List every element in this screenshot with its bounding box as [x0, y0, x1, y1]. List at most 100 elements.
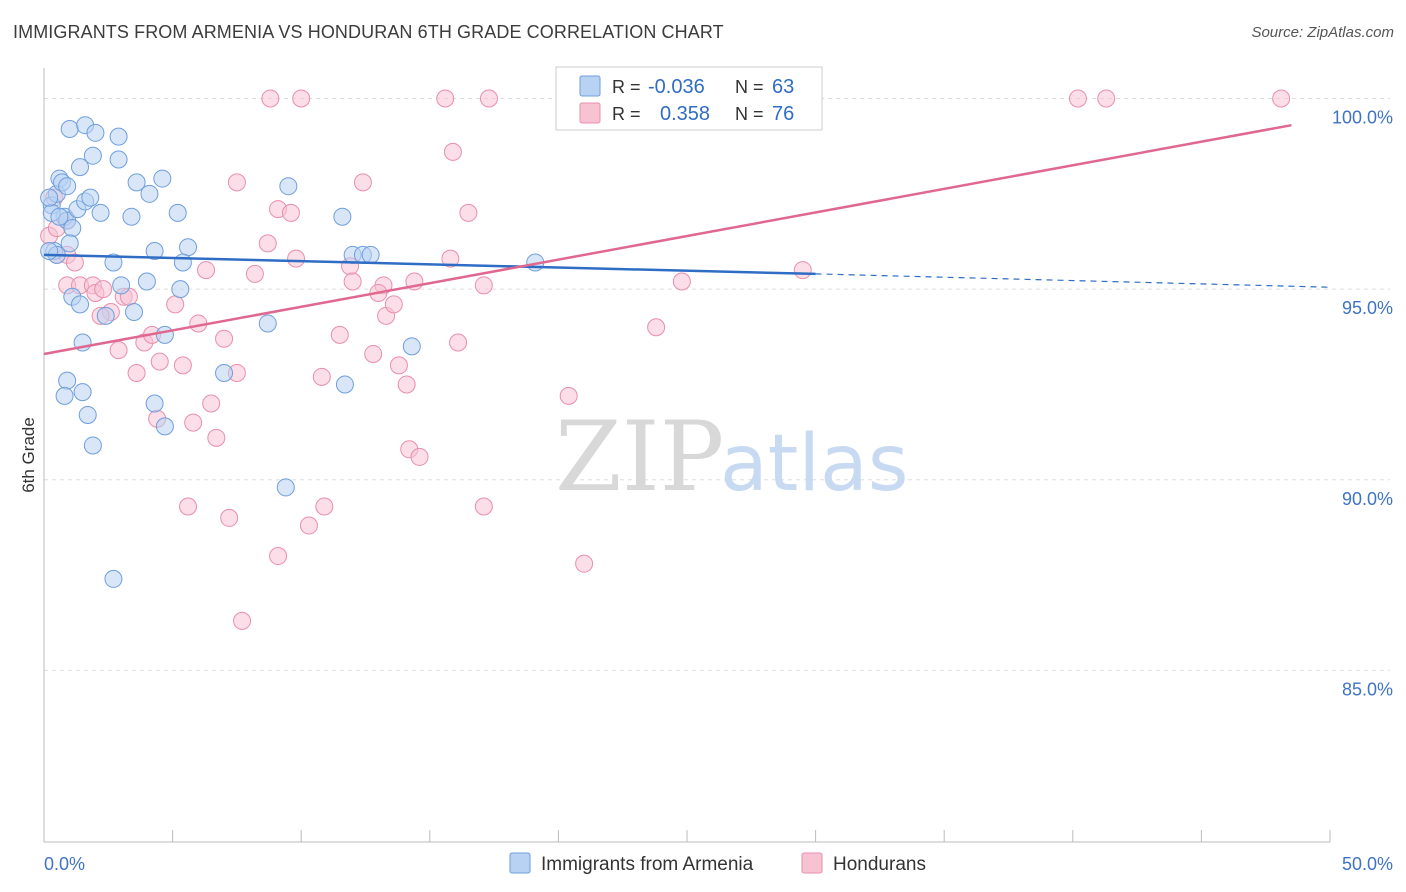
chart-source: Source: ZipAtlas.com [1251, 24, 1394, 41]
point-armenia [155, 417, 174, 436]
point-hondurans [353, 173, 372, 192]
x-tick-label-min: 0.0% [44, 854, 85, 874]
legend-n-value-armenia: 63 [772, 76, 794, 98]
point-armenia [279, 177, 298, 196]
point-hondurans [1097, 89, 1116, 108]
point-hondurans [647, 318, 666, 337]
point-hondurans [173, 356, 192, 375]
point-hondurans [179, 497, 198, 516]
point-armenia [40, 242, 59, 261]
point-hondurans [384, 295, 403, 314]
legend-swatch-hondurans [579, 102, 601, 124]
point-armenia [73, 383, 92, 402]
trend-line-armenia-extension [815, 273, 1331, 288]
chart-title: IMMIGRANTS FROM ARMENIA VS HONDURAN 6TH … [13, 22, 724, 42]
point-armenia [109, 150, 128, 169]
legend-r-label-hondurans: R = [612, 104, 641, 124]
legend-r-value-armenia: -0.036 [648, 76, 705, 98]
point-hondurans [65, 253, 84, 272]
y-tick-label: 90.0% [1342, 489, 1393, 509]
series-legend-swatch-armenia [509, 852, 531, 874]
point-hondurans [184, 413, 203, 432]
point-hondurans [312, 367, 331, 386]
point-hondurans [1068, 89, 1087, 108]
point-hondurans [474, 497, 493, 516]
point-hondurans [397, 375, 416, 394]
watermark-atlas: atlas [720, 419, 909, 509]
point-hondurans [202, 394, 221, 413]
point-armenia [402, 337, 421, 356]
point-hondurans [299, 516, 318, 535]
y-tick-labels: 85.0% 90.0% 95.0% 100.0% [1332, 108, 1393, 700]
point-hondurans [672, 272, 691, 291]
legend-n-value-hondurans: 76 [772, 103, 794, 125]
series-legend-label-armenia: Immigrants from Armenia [541, 854, 754, 875]
trend-line-hondurans [43, 123, 1292, 356]
point-armenia [96, 306, 115, 325]
point-hondurans [227, 173, 246, 192]
point-armenia [125, 303, 144, 322]
point-armenia [137, 272, 156, 291]
point-hondurans [197, 261, 216, 280]
point-armenia [258, 314, 277, 333]
legend-swatch-armenia [579, 75, 601, 97]
point-hondurans [443, 142, 462, 161]
point-armenia [55, 386, 74, 405]
point-armenia [40, 188, 59, 207]
point-hondurans [459, 203, 478, 222]
x-tick-marks [43, 830, 1331, 842]
y-tick-label: 100.0% [1332, 108, 1393, 128]
point-hondurans [94, 280, 113, 299]
point-armenia [112, 276, 131, 295]
point-armenia [104, 253, 123, 272]
point-hondurans [575, 554, 594, 573]
point-hondurans [261, 89, 280, 108]
watermark: ZIP atlas [555, 401, 909, 513]
point-hondurans [410, 447, 429, 466]
point-hondurans [330, 325, 349, 344]
point-hondurans [389, 356, 408, 375]
point-armenia [171, 280, 190, 299]
point-hondurans [364, 344, 383, 363]
series-legend-swatch-hondurans [801, 852, 823, 874]
point-armenia [333, 207, 352, 226]
point-armenia [140, 184, 159, 203]
legend-n-label-hondurans: N = [735, 104, 764, 124]
point-hondurans [559, 386, 578, 405]
point-armenia [104, 569, 123, 588]
point-armenia [78, 405, 97, 424]
point-hondurans [449, 333, 468, 352]
point-armenia [109, 127, 128, 146]
point-armenia [179, 238, 198, 257]
point-hondurans [474, 276, 493, 295]
point-hondurans [258, 234, 277, 253]
point-hondurans [233, 611, 252, 630]
point-hondurans [269, 547, 288, 566]
series-legend-label-hondurans: Hondurans [833, 854, 926, 875]
point-armenia [168, 203, 187, 222]
watermark-zip: ZIP [555, 401, 724, 513]
legend-r-label-armenia: R = [612, 77, 641, 97]
point-armenia [71, 295, 90, 314]
point-armenia [83, 146, 102, 165]
point-armenia [71, 158, 90, 177]
legend-n-label-armenia: N = [735, 77, 764, 97]
point-hondurans [127, 364, 146, 383]
point-hondurans [479, 89, 498, 108]
point-armenia [335, 375, 354, 394]
point-armenia [91, 203, 110, 222]
series-legend: Immigrants from Armenia Hondurans [509, 852, 926, 875]
point-armenia [155, 325, 174, 344]
point-armenia [81, 188, 100, 207]
series-hondurans-points [40, 89, 1291, 630]
point-armenia [215, 364, 234, 383]
y-tick-label: 85.0% [1342, 679, 1393, 699]
point-armenia [122, 207, 141, 226]
legend-r-value-hondurans: 0.358 [660, 103, 710, 125]
point-armenia [145, 394, 164, 413]
point-armenia [276, 478, 295, 497]
point-hondurans [793, 261, 812, 280]
point-armenia [58, 371, 77, 390]
point-hondurans [245, 264, 264, 283]
point-armenia [83, 436, 102, 455]
